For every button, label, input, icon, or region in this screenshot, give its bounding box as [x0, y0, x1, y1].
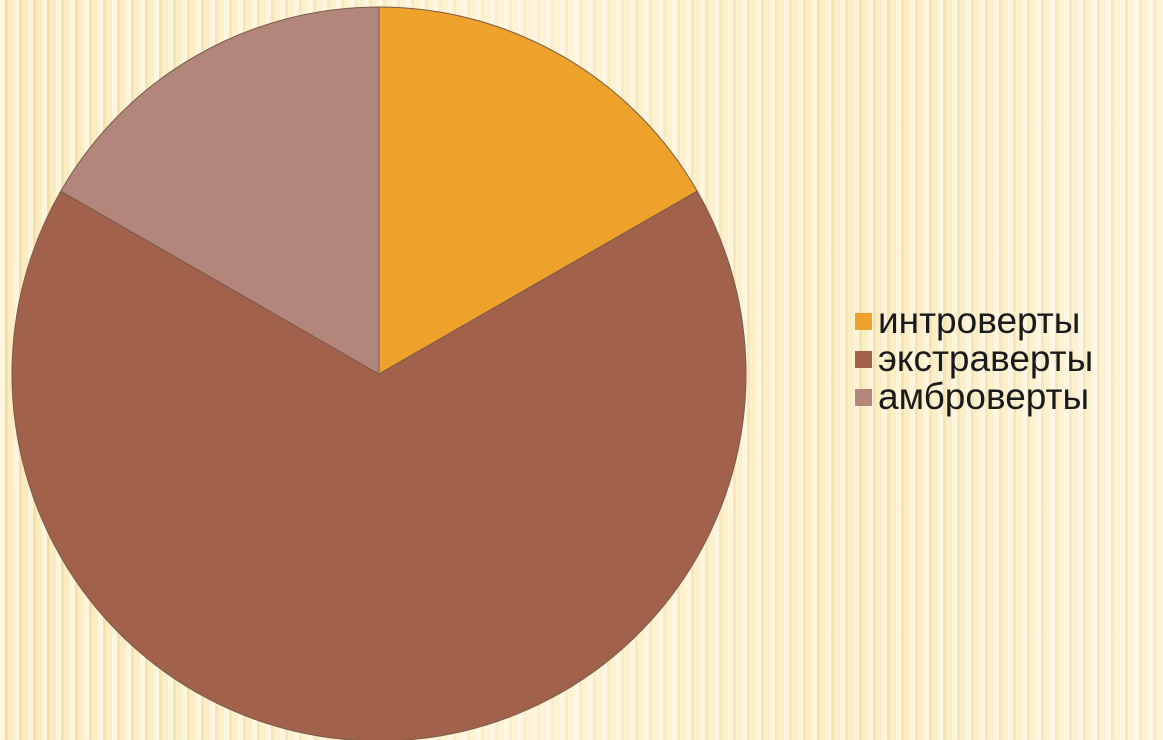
pie-slice-extraverts	[11, 190, 747, 740]
legend-label: интроверты	[878, 300, 1081, 341]
legend-swatch	[855, 350, 872, 368]
legend-label: амброверты	[878, 376, 1090, 417]
legend-item-introverts: интроверты	[855, 302, 1160, 340]
pie-chart-canvas	[11, 6, 747, 740]
chart-legend: интроверты экстраверты амброверты	[855, 302, 1160, 416]
legend-label: экстраверты	[878, 338, 1094, 379]
pie-slice-ambiverts	[60, 6, 380, 375]
legend-swatch	[855, 312, 872, 330]
legend-item-extraverts: экстраверты	[855, 340, 1160, 378]
legend-swatch	[855, 388, 872, 406]
legend-item-ambiverts: амброверты	[855, 378, 1160, 416]
pie-slice-introverts	[378, 6, 698, 375]
